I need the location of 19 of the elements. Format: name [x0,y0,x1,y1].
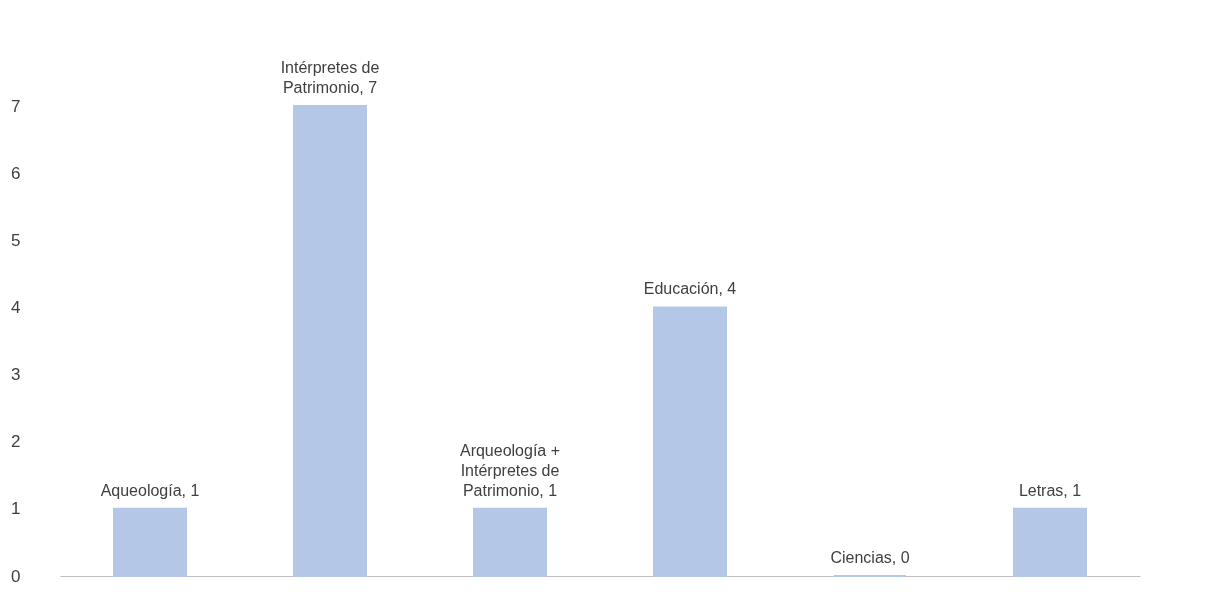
y-tick-label: 2 [11,432,21,452]
y-tick-label: 7 [11,96,21,116]
bar [113,507,187,577]
data-label: Letras, 1 [1018,481,1082,499]
data-label: Educación, 4 [643,280,737,298]
y-tick-label: 6 [11,163,21,183]
bar [653,306,727,577]
data-label: Intérpretes de Patrimonio, 7 [280,59,380,96]
y-tick-label: 5 [11,230,21,250]
y-tick-label: 3 [11,365,21,385]
y-tick-label: 0 [11,566,21,586]
y-tick-label: 1 [11,499,21,519]
bar [473,507,547,577]
data-label: Aqueología, 1 [100,481,200,499]
data-label: Arqueología + Intérpretes de Patrimonio, 1 [459,441,561,499]
bar [1013,507,1087,577]
bar [293,105,367,577]
data-label: Ciencias, 0 [830,549,910,566]
y-tick-label: 4 [11,297,21,317]
